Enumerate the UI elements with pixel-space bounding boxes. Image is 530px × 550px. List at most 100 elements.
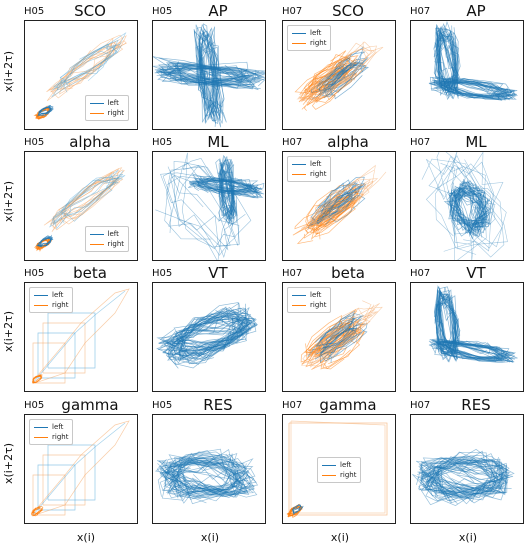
trajectory-line [417, 457, 512, 499]
panel-h05-vt: H05 VT [152, 264, 266, 392]
legend-label: right [107, 109, 124, 117]
trajectory-line [449, 177, 483, 227]
legend-entry-left: left [292, 28, 326, 38]
trajectory-line [434, 341, 506, 363]
x-axis-label-col-3: x(i) [330, 531, 350, 544]
trajectory-line [316, 59, 352, 93]
trajectory-line [292, 504, 301, 514]
trajectory-line [47, 312, 96, 369]
plot-area: left right [24, 282, 138, 392]
trajectory-line [418, 458, 504, 499]
trajectory-line [431, 456, 511, 497]
trajectory-line [424, 458, 509, 499]
trajectory-line [159, 453, 242, 494]
panel-subject-label: H05 [24, 400, 45, 411]
trajectory-line [56, 32, 127, 93]
phase-portrait-svg [31, 288, 130, 384]
trajectory-line [431, 77, 513, 100]
trajectory-line [431, 339, 501, 361]
phase-portrait-svg [428, 21, 518, 101]
trajectory-line [170, 306, 244, 366]
trajectory-line [429, 458, 493, 501]
plot-area [152, 20, 266, 130]
trajectory-line [156, 458, 247, 496]
trajectory-line [418, 453, 503, 506]
trajectory-line [42, 322, 86, 374]
trajectory-line [166, 157, 231, 260]
panel-h05-ml: H05 ML [152, 133, 266, 261]
trajectory-line [188, 179, 263, 195]
trajectory-line [430, 81, 509, 98]
trajectory-line [418, 455, 510, 506]
panel-title: SCO [332, 2, 364, 20]
legend-entry-left: left [292, 159, 326, 169]
trajectory-line [443, 186, 488, 225]
trajectory-line [425, 459, 501, 495]
trajectory-line [195, 23, 221, 117]
trajectory-line [428, 456, 509, 503]
legend-label: right [310, 39, 327, 47]
trajectory-line [176, 458, 259, 498]
y-axis-label-row-2: x(i+2τ) [2, 181, 15, 222]
y-axis-label-row-1: x(i+2τ) [2, 51, 15, 92]
trajectory-line [432, 456, 496, 496]
panel-subject-label: H05 [152, 137, 173, 148]
trajectory-line [439, 27, 461, 89]
plot-area: left right [24, 414, 138, 524]
legend: left right [29, 287, 74, 313]
legend-entry-right: right [292, 169, 326, 179]
plot-area [410, 151, 524, 261]
panel-title: SCO [74, 2, 106, 20]
trajectory-line [426, 464, 506, 495]
legend-label: left [340, 461, 352, 469]
panel-h07-ml: H07 ML [410, 133, 524, 261]
trajectory-line [418, 458, 508, 500]
trajectory-line [418, 456, 511, 502]
trajectory-line [433, 80, 504, 99]
panel-h07-vt: H07 VT [410, 264, 524, 392]
trajectory-line [31, 509, 44, 514]
trajectory-line [161, 458, 238, 498]
legend-swatch [292, 163, 306, 165]
trajectory-line [290, 420, 386, 514]
trajectory-line [36, 236, 52, 247]
plot-area [152, 151, 266, 261]
phase-portrait-svg [300, 300, 383, 370]
panel-title: AP [466, 2, 486, 20]
trajectory-line [309, 303, 380, 368]
trajectory-line [159, 453, 250, 495]
trajectory-line [164, 62, 265, 82]
panel-h07-beta: H07 beta left right [282, 264, 396, 392]
trajectory-line [187, 178, 262, 190]
x-axis-label-col-2: x(i) [200, 531, 220, 544]
trajectory-line [425, 459, 506, 502]
legend: left right [84, 95, 129, 121]
trajectory-line [199, 30, 225, 108]
panel-title: alpha [327, 133, 369, 151]
legend-swatch [292, 42, 306, 44]
plot-area: left right [282, 282, 396, 392]
phase-portrait-svg [155, 152, 265, 260]
panel-subject-label: H07 [282, 268, 303, 279]
legend-swatch [292, 32, 306, 34]
trajectory-line [37, 234, 53, 248]
trajectory-line [288, 422, 388, 516]
legend-label: left [107, 99, 119, 107]
trajectory-line [416, 460, 506, 503]
trajectory-line [168, 456, 251, 495]
panel-subject-label: H05 [152, 6, 173, 17]
legend-label: right [340, 471, 357, 479]
legend-entry-left: left [34, 290, 68, 300]
legend-label: right [310, 301, 327, 309]
trajectory-line [60, 169, 124, 222]
panel-h05-ap: H05 AP [152, 2, 266, 130]
trajectory-line [453, 188, 486, 233]
legend-swatch [292, 304, 306, 306]
plot-area: left right [24, 20, 138, 130]
legend-swatch [34, 436, 48, 438]
trajectory-line [434, 152, 504, 260]
legend-swatch [322, 464, 336, 466]
trajectory-line [195, 34, 216, 123]
trajectory-line [159, 453, 255, 504]
